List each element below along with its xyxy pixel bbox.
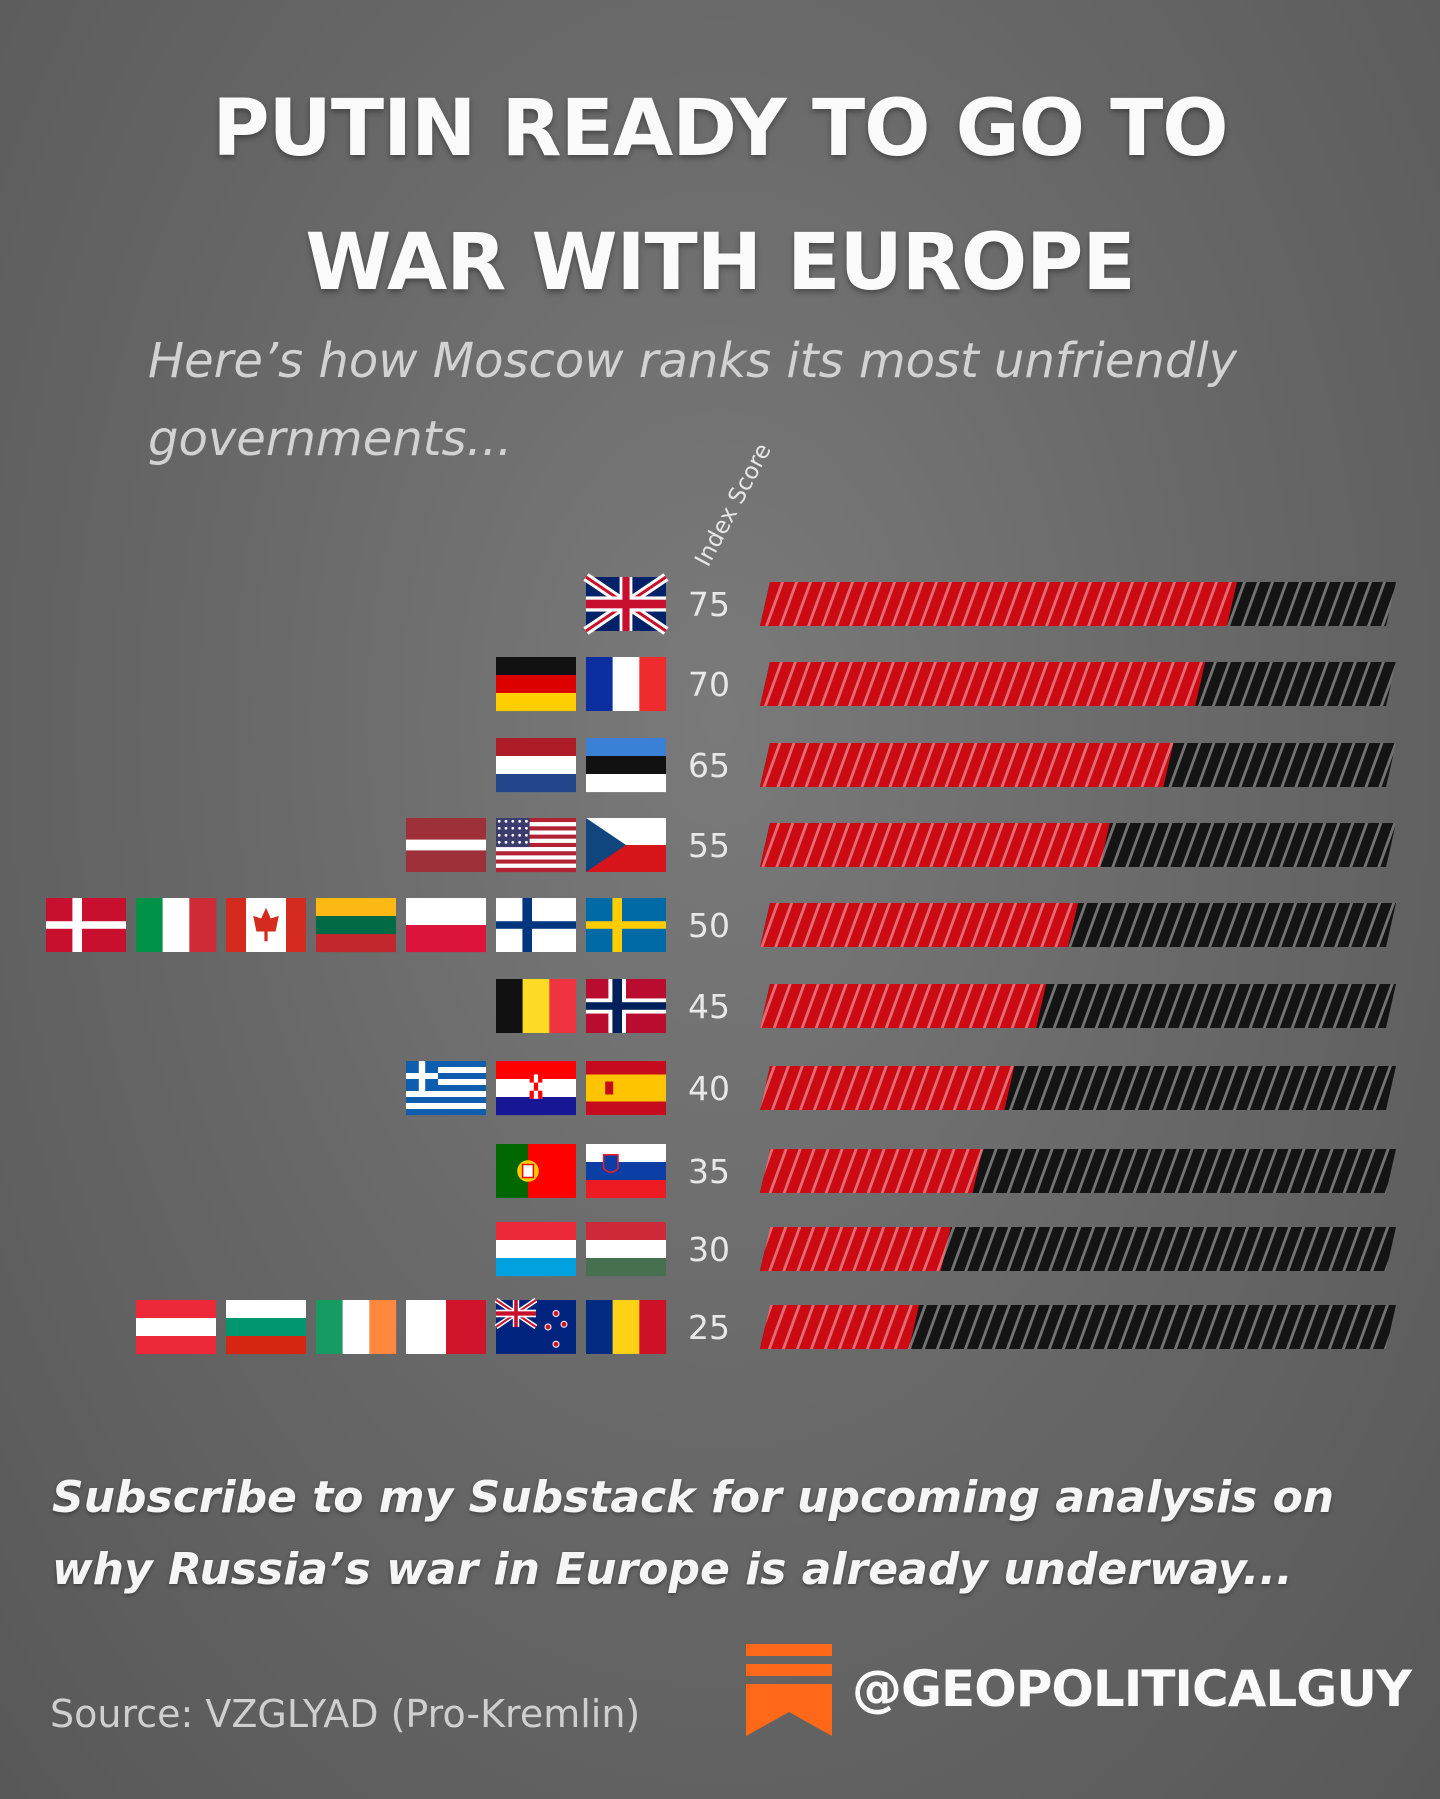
bar-segments [760,1149,1396,1193]
score-label: 70 [688,665,730,704]
index-score-chart: Index Score 75 70 65 55 50 45 40 35 30 25 [46,439,1396,1355]
flag-lv-icon [406,818,486,872]
flag-hr-icon [496,1061,576,1116]
flag-be-icon [496,979,577,1033]
flag-gr-icon [406,1061,486,1116]
bar-segments [760,1305,1396,1349]
bar-segments [760,1227,1396,1271]
bar-segments [760,743,1396,787]
flag-lt-icon [316,898,396,953]
flag-bg-icon [226,1300,306,1355]
flag-ee-icon [586,738,666,793]
title-line-1: PUTIN READY TO GO TO [212,84,1228,174]
flag-si-icon [586,1144,666,1199]
flag-ca-icon [226,898,306,952]
flag-pl-icon [406,898,486,953]
flag-gb-icon [583,573,669,635]
flag-de-icon [496,657,576,712]
score-label: 25 [688,1308,730,1347]
axis-label: Index Score [690,439,776,570]
author-handle[interactable]: @GEOPOLITICALGUY [852,1660,1412,1718]
score-label: 55 [688,826,730,865]
score-row-25: 25 [136,1297,1396,1355]
score-label: 30 [688,1230,730,1269]
page-title: PUTIN READY TO GO TO WAR WITH EUROPE [0,62,1440,330]
subscribe-line-1: Subscribe to my Substack for upcoming an… [52,1472,1335,1523]
score-row-35: 35 [496,1144,1396,1199]
flag-mt-icon [406,1300,486,1354]
flag-hu-icon [586,1222,666,1277]
bar-segments [760,823,1396,867]
flag-no-icon [586,979,666,1033]
score-row-65: 65 [496,738,1396,793]
score-label: 35 [688,1152,730,1191]
title-line-2: WAR WITH EUROPE [305,218,1135,308]
score-row-45: 45 [496,979,1396,1033]
bar-segments [760,582,1396,626]
flag-dk-icon [46,898,126,952]
flag-cz-icon [586,818,666,872]
score-label: 40 [688,1069,730,1108]
score-row-30: 30 [496,1222,1396,1277]
flag-fr-icon [586,657,667,711]
substack-logo-icon [746,1644,832,1736]
flag-ie-icon [316,1300,397,1354]
flag-es-icon [586,1061,666,1115]
subscribe-message: Subscribe to my Substack for upcoming an… [52,1462,1412,1606]
flag-nl-icon [496,738,576,793]
flag-us-icon [496,818,576,873]
flag-se-icon [586,898,666,952]
score-row-55: 55 [406,818,1396,873]
flag-lu-icon [496,1222,576,1277]
bar-segments [760,1066,1396,1110]
flag-nz-icon [494,1297,576,1354]
score-label: 75 [688,585,730,624]
score-row-75: 75 [583,573,1396,635]
score-row-40: 40 [406,1061,1396,1116]
score-label: 45 [688,987,730,1026]
score-row-70: 70 [496,657,1396,712]
bar-segments [760,903,1396,947]
bar-segments [760,662,1396,706]
flag-at-icon [136,1300,216,1355]
flag-pt-icon [496,1144,576,1198]
subtitle: Here’s how Moscow ranks its most unfrien… [148,333,1238,467]
subscribe-line-2: why Russia’s war in Europe is already un… [52,1544,1293,1595]
flag-ro-icon [586,1300,667,1354]
bar-segments [760,984,1396,1028]
score-label: 50 [688,906,730,945]
flag-fi-icon [496,898,576,952]
flag-it-icon [136,898,217,952]
source-note: Source: VZGLYAD (Pro-Kremlin) [50,1692,641,1736]
score-label: 65 [688,746,730,785]
score-row-50: 50 [46,898,1396,953]
